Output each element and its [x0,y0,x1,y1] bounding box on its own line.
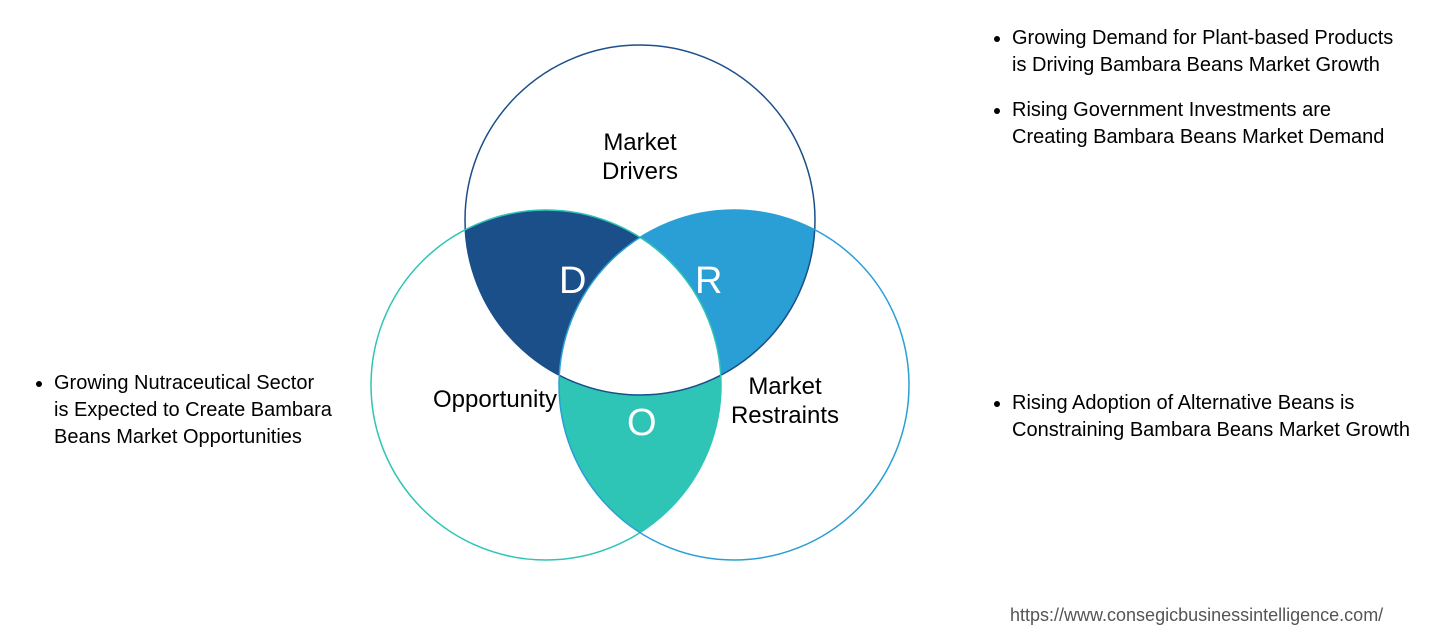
venn-svg [320,25,960,595]
intersection-letter-o: O [627,402,657,445]
label-market-drivers: MarketDrivers [540,129,740,187]
footer-url: https://www.consegicbusinessintelligence… [1010,605,1383,626]
list-item: Rising Adoption of Alternative Beans is … [1012,390,1410,444]
intersection-letter-r: R [695,260,722,303]
drivers-text-block: Growing Demand for Plant-based Products … [990,25,1410,169]
list-item: Growing Nutraceutical Sector is Expected… [54,370,332,451]
label-market-restraints: MarketRestraints [685,373,885,431]
intersection-letter-d: D [559,260,586,303]
opportunity-text-block: Growing Nutraceutical Sector is Expected… [32,370,332,469]
restraints-list: Rising Adoption of Alternative Beans is … [990,390,1410,444]
list-item: Growing Demand for Plant-based Products … [1012,25,1410,79]
label-opportunity: Opportunity [395,386,595,415]
venn-diagram: MarketDrivers Opportunity MarketRestrain… [320,25,960,595]
opportunity-list: Growing Nutraceutical Sector is Expected… [32,370,332,451]
list-item: Rising Government Investments are Creati… [1012,97,1410,151]
restraints-text-block: Rising Adoption of Alternative Beans is … [990,390,1410,462]
drivers-list: Growing Demand for Plant-based Products … [990,25,1410,151]
